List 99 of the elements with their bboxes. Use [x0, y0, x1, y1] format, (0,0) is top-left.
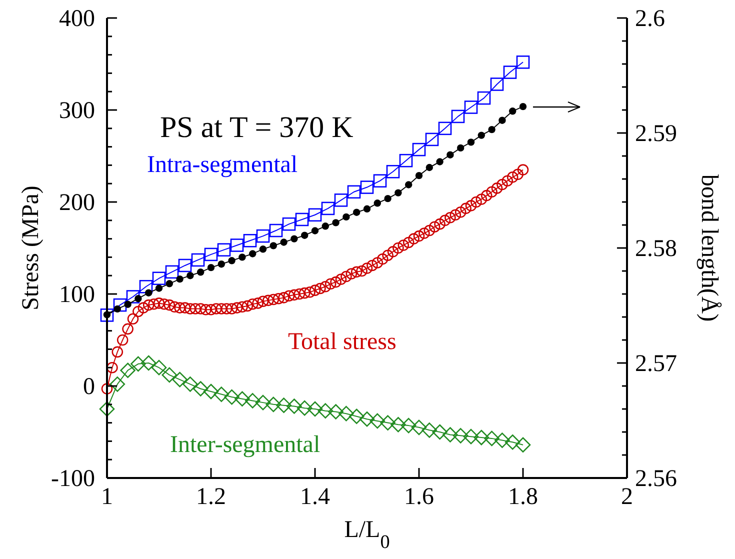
point: [442, 427, 458, 442]
point: [182, 376, 198, 392]
point: [204, 248, 218, 262]
point: [515, 437, 531, 453]
y2-tick-label: 2.57: [635, 351, 677, 377]
point: [286, 398, 302, 414]
x-tick-label: 1.2: [196, 484, 226, 510]
point: [318, 403, 334, 418]
point: [399, 154, 413, 168]
point: [338, 406, 354, 422]
point: [214, 386, 230, 402]
point: [234, 391, 250, 407]
point: [504, 434, 520, 450]
point: [494, 432, 510, 448]
point: [328, 404, 344, 420]
x-axis-title: L/L$_{0}$: [344, 517, 390, 552]
y2-tick-label: 2.56: [635, 466, 677, 492]
point: [224, 389, 240, 405]
point: [296, 400, 312, 416]
point: [422, 422, 438, 438]
point: [451, 110, 465, 124]
point: [178, 258, 192, 272]
y-tick-label: 400: [59, 6, 95, 32]
point: [162, 367, 178, 383]
series-label: Intra-segmental: [147, 152, 298, 178]
point: [321, 202, 335, 216]
point: [503, 66, 517, 79]
point: [438, 122, 452, 136]
point: [373, 174, 387, 188]
point: [126, 290, 140, 304]
point: [165, 265, 179, 279]
point: [484, 430, 500, 446]
point: [152, 272, 166, 286]
point: [255, 394, 271, 410]
point: [230, 238, 244, 252]
point: [139, 280, 153, 294]
point: [120, 362, 136, 378]
point: [359, 411, 375, 427]
point: [244, 393, 260, 408]
point: [276, 398, 292, 413]
point: [519, 102, 527, 110]
point: [463, 428, 479, 444]
point: [490, 78, 504, 91]
point: [130, 356, 146, 372]
point: [347, 185, 361, 199]
point: [151, 360, 167, 376]
y2-tick-label: 2.59: [635, 121, 677, 147]
point: [464, 100, 478, 114]
point: [243, 234, 257, 248]
point: [370, 413, 386, 429]
point: [452, 428, 468, 444]
series-label: Total stress: [288, 329, 396, 355]
y2-axis-title: bond length(Å): [696, 174, 722, 322]
point: [140, 355, 156, 371]
point: [474, 430, 490, 446]
point: [110, 376, 126, 392]
point: [203, 384, 219, 400]
x-tick-label: 2: [621, 484, 633, 510]
point: [380, 415, 396, 430]
x-tick-label: 1.8: [508, 484, 538, 510]
x-tick-label: 1: [101, 484, 113, 510]
point: [516, 56, 530, 69]
y-axis-title: Stress (MPa): [18, 186, 44, 310]
y2-tick-label: 2.6: [635, 6, 665, 32]
y-tick-label: 100: [59, 282, 95, 308]
point: [412, 142, 426, 156]
y2-tick-label: 2.58: [635, 236, 677, 262]
point: [269, 224, 283, 238]
point: [432, 424, 448, 440]
point: [390, 416, 406, 432]
y-tick-label: -100: [51, 466, 95, 492]
point: [477, 91, 491, 105]
point: [360, 180, 374, 194]
point: [256, 229, 270, 243]
x-tick-label: 1.6: [404, 484, 434, 510]
y-tick-label: 300: [59, 98, 95, 124]
point: [99, 401, 115, 417]
point: [425, 132, 439, 146]
point: [308, 208, 322, 222]
point: [100, 308, 114, 322]
series-label: Inter-segmental: [170, 432, 320, 458]
point: [266, 396, 282, 412]
y-tick-label: 0: [83, 374, 95, 400]
point: [191, 253, 205, 267]
point: [217, 243, 231, 256]
point: [348, 408, 364, 424]
point: [295, 212, 309, 226]
point: [172, 372, 188, 388]
point: [386, 164, 400, 178]
point: [334, 194, 348, 207]
x-tick-label: 1.4: [300, 484, 330, 510]
point: [113, 298, 127, 312]
point: [282, 217, 296, 231]
y-tick-label: 200: [59, 190, 95, 216]
point: [411, 420, 427, 436]
point: [307, 401, 323, 417]
annotation: PS at T = 370 K: [160, 111, 354, 144]
point: [400, 418, 416, 434]
point: [192, 381, 208, 396]
